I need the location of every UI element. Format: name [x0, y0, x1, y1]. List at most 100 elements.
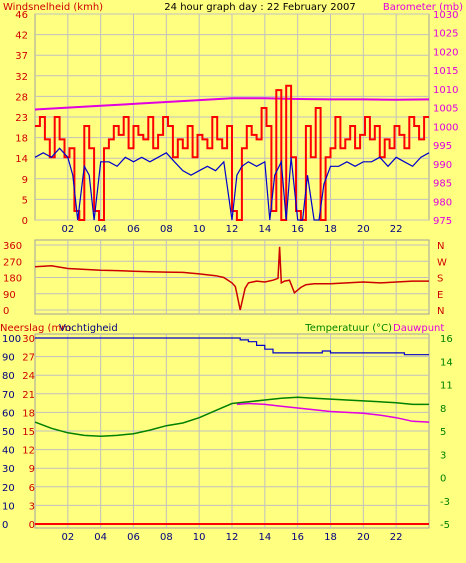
data-series: [34, 84, 430, 525]
wind-tick-label: 5: [22, 195, 28, 206]
hour-tick-label: 22: [390, 224, 403, 235]
temperature-tick-label: -5: [440, 520, 450, 531]
hour-tick-label: 20: [357, 532, 370, 543]
humidity-tick-label: 100: [2, 334, 21, 345]
rain-tick-label: 0: [29, 520, 35, 531]
hour-tick-label: 04: [94, 224, 107, 235]
hour-tick-label: 18: [324, 224, 337, 235]
hour-tick-label: 02: [61, 224, 74, 235]
rain-tick-label: 15: [22, 427, 35, 438]
hour-tick-label: 06: [127, 224, 140, 235]
wind-tick-label: 0: [22, 216, 28, 227]
barometer-tick-label: 985: [433, 179, 452, 190]
temperature-tick-label: 14: [440, 357, 453, 368]
rain-tick-label: 3: [29, 501, 35, 512]
rain-tick-label: 27: [22, 353, 35, 364]
wind-direction-line: [34, 246, 429, 311]
compass-tick-label: W: [437, 257, 447, 268]
humidity-line: [35, 337, 429, 356]
compass-tick-label: N: [437, 241, 444, 252]
humidity-tick-label: 80: [2, 371, 15, 382]
hour-tick-label: 12: [226, 224, 239, 235]
hour-tick-label: 02: [61, 532, 74, 543]
wind-tick-label: 23: [15, 113, 28, 124]
humidity-tick-label: 20: [2, 483, 15, 494]
graph-title: 24 hour graph day : 22 February 2007: [164, 2, 355, 13]
barometer-tick-label: 1015: [433, 66, 458, 77]
barometer-tick-label: 990: [433, 160, 452, 171]
temperature-tick-label: 16: [440, 334, 453, 345]
hour-tick-label: 14: [258, 532, 271, 543]
wind-gust-line: [35, 84, 429, 221]
humidity-tick-label: 90: [2, 353, 15, 364]
dewpoint-axis-title: Dauwpunt: [393, 323, 444, 334]
wind-axis-title: Windsnelheid (kmh): [3, 2, 103, 13]
compass-tick-label: E: [437, 290, 443, 301]
wind-tick-label: 18: [15, 134, 28, 145]
wind-tick-label: 28: [15, 92, 28, 103]
barometer-line: [34, 97, 430, 111]
barometer-tick-label: 1020: [433, 47, 458, 58]
hour-tick-label: 18: [324, 532, 337, 543]
temperature-tick-label: 8: [440, 404, 446, 415]
hour-tick-label: 20: [357, 224, 370, 235]
hour-tick-label: 08: [160, 224, 173, 235]
direction-tick-label: 270: [3, 257, 22, 268]
temperature-tick-label: 11: [440, 381, 453, 392]
barometer-tick-label: 980: [433, 197, 452, 208]
rain-axis-title: Neerslag (mm: [0, 323, 71, 334]
barometer-tick-label: 1030: [433, 10, 458, 21]
wind-tick-label: 32: [15, 72, 28, 83]
temperature-tick-label: 5: [440, 427, 446, 438]
hour-tick-label: 08: [160, 532, 173, 543]
humidity-tick-label: 0: [2, 520, 8, 531]
temperature-line: [34, 396, 429, 438]
temperature-tick-label: 3: [440, 450, 446, 461]
rain-tick-label: 30: [22, 334, 35, 345]
hour-tick-label: 04: [94, 532, 107, 543]
temperature-axis-title: Temperatuur (°C): [304, 323, 392, 334]
wind-tick-label: 37: [15, 51, 28, 62]
compass-tick-label: S: [437, 274, 443, 285]
barometer-tick-label: 975: [433, 216, 452, 227]
temperature-tick-label: 0: [440, 474, 446, 485]
axis-labels: 4642373228231814950103010251020101510101…: [2, 10, 458, 543]
direction-tick-label: 90: [3, 290, 16, 301]
humidity-tick-label: 50: [2, 427, 15, 438]
barometer-tick-label: 1005: [433, 104, 458, 115]
rain-tick-label: 24: [22, 371, 35, 382]
wind-tick-label: 42: [15, 31, 28, 42]
humidity-tick-label: 70: [2, 390, 15, 401]
humidity-axis-title: Vochtigheid: [59, 323, 118, 334]
hour-tick-label: 22: [390, 532, 403, 543]
barometer-tick-label: 1010: [433, 85, 458, 96]
hour-tick-label: 16: [291, 224, 304, 235]
dewpoint-line: [236, 402, 430, 423]
humidity-tick-label: 40: [2, 446, 15, 457]
rain-tick-label: 12: [22, 446, 35, 457]
barometer-tick-label: 1025: [433, 29, 458, 40]
humidity-tick-label: 60: [2, 408, 15, 419]
hour-tick-label: 14: [258, 224, 271, 235]
humidity-tick-label: 30: [2, 464, 15, 475]
wind-tick-label: 9: [22, 175, 28, 186]
hour-tick-label: 10: [193, 532, 206, 543]
temperature-tick-label: -3: [440, 497, 450, 508]
hour-tick-label: 12: [226, 532, 239, 543]
wind-average-line: [34, 147, 430, 221]
hour-tick-label: 16: [291, 532, 304, 543]
barometer-tick-label: 1000: [433, 122, 458, 133]
direction-tick-label: 360: [3, 241, 22, 252]
wind-tick-label: 46: [15, 10, 28, 21]
humidity-tick-label: 10: [2, 501, 15, 512]
rain-tick-label: 18: [22, 408, 35, 419]
hour-tick-label: 06: [127, 532, 140, 543]
rain-tick-label: 6: [29, 483, 35, 494]
rain-tick-label: 21: [22, 390, 35, 401]
compass-tick-label: N: [437, 306, 444, 317]
barometer-axis-title: Barometer (mb): [383, 2, 463, 13]
direction-tick-label: 180: [3, 274, 22, 285]
direction-tick-label: 0: [3, 306, 9, 317]
